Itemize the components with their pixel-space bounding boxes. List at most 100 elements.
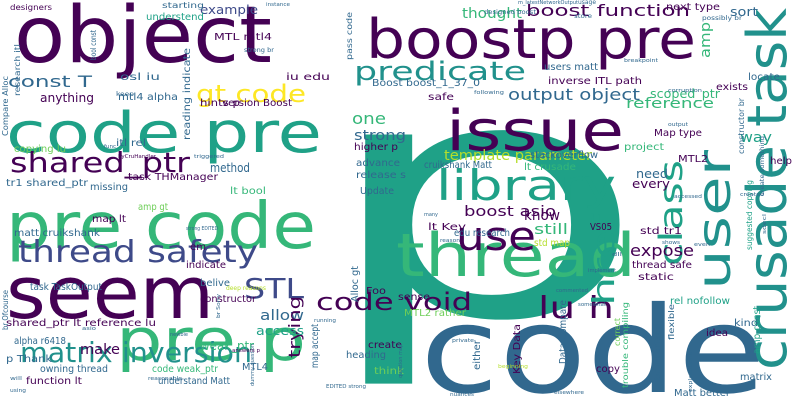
cloud-word: scoped_ptr bbox=[650, 87, 720, 101]
cloud-word: Compare Alloc bbox=[1, 76, 10, 136]
cloud-word: code bbox=[420, 282, 766, 400]
cloud-word: way bbox=[740, 130, 772, 146]
cloud-word: edu research bbox=[454, 228, 510, 239]
cloud-word: p Thank bbox=[6, 354, 52, 365]
cloud-word: library bbox=[436, 161, 616, 210]
cloud-word: owning thread bbox=[40, 364, 108, 375]
cloud-word: one bbox=[352, 109, 386, 128]
cloud-word: func bbox=[104, 144, 116, 150]
cloud-word: object bbox=[14, 0, 272, 81]
cloud-word: inverse ITL path bbox=[548, 76, 642, 87]
cloud-word: create bbox=[368, 340, 402, 351]
cloud-word: Alloc gt bbox=[350, 266, 361, 302]
cloud-word: std map bbox=[534, 238, 570, 249]
cloud-word: output bbox=[668, 122, 688, 128]
cloud-word: following bbox=[474, 90, 504, 96]
cloud-word: output object bbox=[508, 85, 640, 104]
cloud-word: trouble compiling bbox=[621, 302, 630, 388]
cloud-word: alpha r6418 bbox=[14, 336, 66, 347]
cloud-word: correct bbox=[613, 318, 622, 346]
cloud-word: static bbox=[638, 272, 674, 283]
cloud-word: shows bbox=[662, 240, 680, 246]
cloud-word: function lt bbox=[26, 376, 82, 387]
cloud-word: reference bbox=[626, 96, 714, 112]
cloud-word: locate bbox=[748, 72, 780, 83]
cloud-word: MTL mtl4 bbox=[214, 32, 272, 43]
cloud-word: Matt better bbox=[674, 388, 731, 399]
cloud-word: code pre bbox=[6, 101, 322, 166]
cloud-word: reading indicate bbox=[182, 48, 193, 140]
cloud-word: answers p bbox=[232, 348, 260, 354]
cloud-word: flexible bbox=[667, 304, 676, 340]
cloud-word: exists bbox=[716, 82, 748, 93]
cloud-word: iu edu bbox=[286, 72, 330, 83]
cloud-word: breakpoint bbox=[624, 58, 658, 64]
cloud-word: MTL2 bbox=[678, 154, 708, 165]
cloud-word: running bbox=[314, 318, 336, 324]
cloud-word: PyCruHandler bbox=[118, 154, 157, 160]
cloud-word: newbie bbox=[170, 332, 188, 338]
cloud-word: accessed bbox=[674, 194, 702, 200]
cloud-word: stackoverflow bbox=[530, 150, 598, 161]
cloud-word: sdecl bbox=[762, 214, 768, 234]
cloud-word: commented bbox=[556, 288, 588, 294]
cloud-word: know bbox=[524, 208, 560, 224]
cloud-word: users matt bbox=[544, 62, 598, 73]
cloud-word: hints p bbox=[200, 98, 240, 109]
cloud-word: advance bbox=[356, 158, 400, 169]
cloud-word: rel nofollow bbox=[670, 296, 730, 307]
cloud-word: beginning bbox=[498, 364, 528, 370]
cloud-word: class bbox=[652, 160, 690, 266]
cloud-word: boost asio bbox=[464, 204, 556, 220]
cloud-word: gt code bbox=[196, 80, 306, 108]
cloud-word: understand Matt bbox=[158, 376, 230, 387]
cloud-word: m_latestNetworkOutput bbox=[518, 0, 578, 6]
cloud-word: matrix inversion bbox=[20, 336, 252, 369]
cloud-word: cruikshank Matt bbox=[424, 160, 492, 171]
cloud-word: every bbox=[632, 177, 670, 191]
cloud-word: em bbox=[190, 242, 206, 253]
cloud-word: seem bbox=[6, 251, 214, 335]
cloud-word: release s bbox=[356, 170, 406, 181]
cloud-word: lt Key bbox=[428, 222, 466, 233]
cloud-word: shared_ptr bbox=[10, 146, 191, 179]
cloud-word: indicate bbox=[186, 260, 226, 271]
cloud-word: std tr1 bbox=[640, 226, 682, 237]
cloud-word: triggered bbox=[194, 154, 224, 160]
cloud-word: br interface bbox=[653, 324, 662, 380]
cloud-word: idea bbox=[706, 328, 728, 339]
cloud-word: somewhat bbox=[578, 302, 606, 308]
cloud-word: higher p bbox=[354, 142, 398, 153]
cloud-word: br Sorry bbox=[216, 294, 222, 318]
cloud-word: MTL2 rather bbox=[404, 308, 467, 319]
cloud-word: predicate bbox=[354, 57, 526, 87]
cloud-word: shared_ptr lt reference lu bbox=[6, 318, 156, 329]
cloud-word: MTL4 bbox=[242, 362, 268, 373]
cloud-word: Foo bbox=[366, 286, 386, 297]
cloud-word: constructor br bbox=[737, 97, 746, 154]
cloud-word: Key Data bbox=[512, 324, 523, 374]
cloud-word: many bbox=[424, 212, 438, 218]
cloud-word: implement bbox=[588, 268, 616, 274]
cloud-word: itl rel bbox=[116, 138, 146, 149]
cloud-word: either bbox=[472, 339, 483, 370]
cloud-word: p bbox=[318, 9, 648, 393]
cloud-word: anything bbox=[40, 91, 94, 105]
cloud-word: using bbox=[10, 388, 26, 394]
cloud-word: version Boost bbox=[222, 98, 292, 109]
cloud-word: allow bbox=[260, 308, 304, 324]
cloud-word: strong EDITED bbox=[186, 226, 218, 232]
cloud-word: asio bbox=[82, 326, 96, 332]
cloud-word: lu h bbox=[538, 291, 614, 326]
cloud-word: pre code bbox=[6, 190, 316, 264]
cloud-word: VS05 bbox=[590, 222, 612, 233]
cloud-word: question map bbox=[398, 344, 404, 378]
cloud-word: issue bbox=[446, 99, 624, 164]
cloud-word: method bbox=[210, 161, 250, 175]
cloud-word: use bbox=[456, 214, 536, 260]
cloud-word: heading bbox=[346, 350, 386, 361]
cloud-word: pre p bbox=[116, 306, 306, 374]
cloud-word: user bbox=[687, 150, 741, 290]
